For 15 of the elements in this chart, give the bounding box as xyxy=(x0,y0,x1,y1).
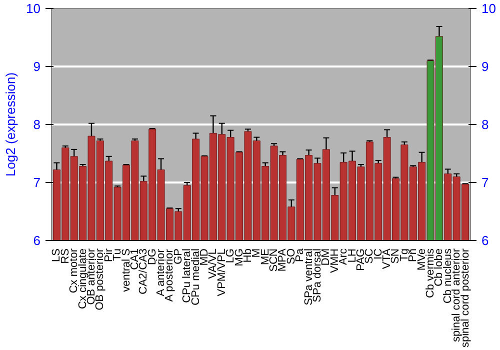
y-tick-label: 7 xyxy=(33,175,41,190)
y-axis-title: Log2 (expression) xyxy=(3,72,18,177)
y2-tick-label: 8 xyxy=(482,117,489,132)
y-tick-label: 9 xyxy=(33,59,41,74)
x-tick-label: OB posterior xyxy=(94,248,106,310)
x-tick-label: RS xyxy=(59,248,72,264)
x-tick-label: Tg xyxy=(398,248,410,262)
y-tick-label: 10 xyxy=(26,1,41,16)
y-tick-label: 6 xyxy=(33,233,41,248)
y-tick-label: 8 xyxy=(33,117,41,132)
y2-tick-label: 6 xyxy=(482,233,489,248)
x-tick-label: spinal cord posterior xyxy=(459,248,472,348)
y2-tick-label: 9 xyxy=(482,59,489,74)
y2-tick-label: 7 xyxy=(482,175,489,190)
y2-tick-label: 10 xyxy=(482,1,496,16)
